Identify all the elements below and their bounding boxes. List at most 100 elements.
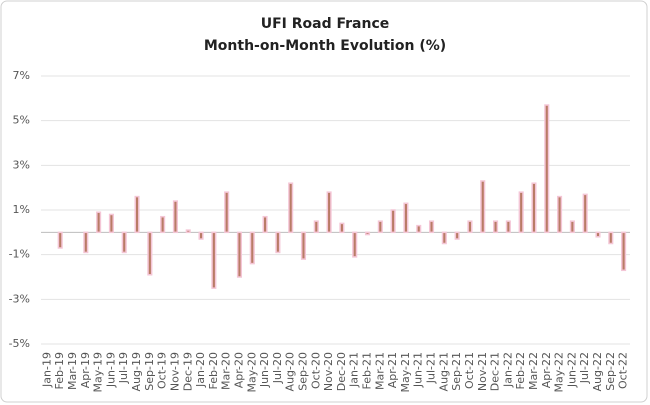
x-tick-label: Feb-21 xyxy=(361,352,374,389)
bar xyxy=(480,180,486,234)
x-tick-label: Nov-20 xyxy=(322,352,335,391)
bar xyxy=(275,231,281,254)
y-tick-label: 7% xyxy=(13,69,30,82)
x-tick-label: Sep-19 xyxy=(143,352,156,391)
bar xyxy=(608,231,614,245)
bar xyxy=(108,213,114,234)
x-tick-label: Feb-20 xyxy=(207,352,220,389)
bar xyxy=(569,220,575,234)
bar xyxy=(134,195,140,234)
bar xyxy=(377,220,383,234)
x-tick-label: Feb-19 xyxy=(53,352,66,389)
bar xyxy=(454,231,460,240)
bar xyxy=(236,231,243,278)
bar xyxy=(249,231,255,265)
bar xyxy=(595,231,601,238)
x-tick-label: Oct-19 xyxy=(156,352,169,389)
bar xyxy=(441,231,447,245)
x-tick-label: Jul-20 xyxy=(271,352,284,384)
chart-title: UFI Road France xyxy=(261,16,390,32)
bar xyxy=(83,231,89,254)
bar xyxy=(467,220,473,234)
x-tick-label: Jul-21 xyxy=(425,352,438,384)
y-tick-label: -3% xyxy=(9,292,30,305)
x-tick-label: Jan-22 xyxy=(501,352,514,388)
bar xyxy=(57,231,63,249)
x-tick-label: Oct-20 xyxy=(309,352,322,389)
bar xyxy=(211,231,217,289)
x-tick-label: Nov-21 xyxy=(476,352,489,391)
bar xyxy=(147,231,153,276)
x-tick-label: Jan-21 xyxy=(348,352,361,388)
bar xyxy=(557,195,563,234)
x-tick-label: Apr-20 xyxy=(232,352,245,388)
bar xyxy=(313,220,319,234)
x-tick-label: Sep-22 xyxy=(604,352,617,391)
bar xyxy=(326,191,332,234)
x-tick-label: Jul-22 xyxy=(578,352,591,384)
x-tick-label: May-21 xyxy=(399,352,412,393)
bar xyxy=(288,182,294,234)
x-tick-label: May-22 xyxy=(553,352,566,393)
bar xyxy=(339,222,345,234)
x-tick-label: May-19 xyxy=(92,352,105,393)
y-tick-label: 5% xyxy=(13,114,30,127)
x-tick-label: Sep-20 xyxy=(296,352,309,391)
x-tick-label: Dec-19 xyxy=(181,352,194,391)
x-tick-label: Oct-22 xyxy=(617,352,630,389)
y-tick-label: 1% xyxy=(13,203,30,216)
bar xyxy=(352,231,358,258)
bar xyxy=(416,224,422,234)
bar xyxy=(518,191,524,234)
x-tick-label: Mar-21 xyxy=(373,352,386,390)
bar xyxy=(364,231,371,236)
x-tick-label: Dec-20 xyxy=(335,352,348,391)
x-tick-label: Aug-20 xyxy=(284,352,297,391)
bar xyxy=(428,220,435,234)
bar xyxy=(493,220,499,234)
x-tick-label: Aug-22 xyxy=(591,352,604,391)
x-tick-label: Sep-21 xyxy=(450,352,463,391)
bar xyxy=(160,215,166,234)
y-tick-label: -5% xyxy=(9,337,30,350)
x-tick-label: Mar-19 xyxy=(66,352,79,390)
x-tick-label: Jun-19 xyxy=(104,352,117,388)
x-tick-label: Oct-21 xyxy=(463,352,476,389)
bar xyxy=(505,220,511,234)
bar xyxy=(185,229,191,234)
x-tick-label: Dec-21 xyxy=(489,352,502,391)
x-tick-label: Jan-20 xyxy=(194,352,207,388)
x-tick-label: Apr-22 xyxy=(540,352,553,388)
x-tick-label: Jun-20 xyxy=(258,352,271,388)
x-tick-label: Jul-19 xyxy=(117,352,130,384)
x-tick-label: Feb-22 xyxy=(514,352,527,389)
bar xyxy=(531,182,537,234)
x-tick-label: Aug-21 xyxy=(437,352,450,391)
x-tick-label: Apr-19 xyxy=(79,352,92,388)
x-tick-label: Mar-20 xyxy=(220,352,233,390)
bar xyxy=(262,215,268,234)
bar xyxy=(390,209,396,234)
bar xyxy=(300,231,307,260)
bar xyxy=(621,231,627,272)
x-tick-label: May-20 xyxy=(245,352,258,393)
x-tick-label: Nov-19 xyxy=(168,352,181,391)
y-tick-label: 3% xyxy=(13,158,30,171)
bar xyxy=(121,231,127,254)
bar xyxy=(96,211,102,234)
x-tick-label: Mar-22 xyxy=(527,352,540,390)
x-tick-label: Jun-21 xyxy=(412,352,425,388)
chart-subtitle: Month-on-Month Evolution (%) xyxy=(204,38,446,54)
x-tick-label: Aug-19 xyxy=(130,352,143,391)
bar xyxy=(172,200,178,234)
bar xyxy=(582,193,588,234)
bar xyxy=(224,191,230,234)
bar xyxy=(198,231,204,240)
y-tick-label: -1% xyxy=(9,248,30,261)
bar xyxy=(403,202,409,234)
x-tick-label: Jun-22 xyxy=(565,352,578,388)
bar xyxy=(544,104,550,234)
